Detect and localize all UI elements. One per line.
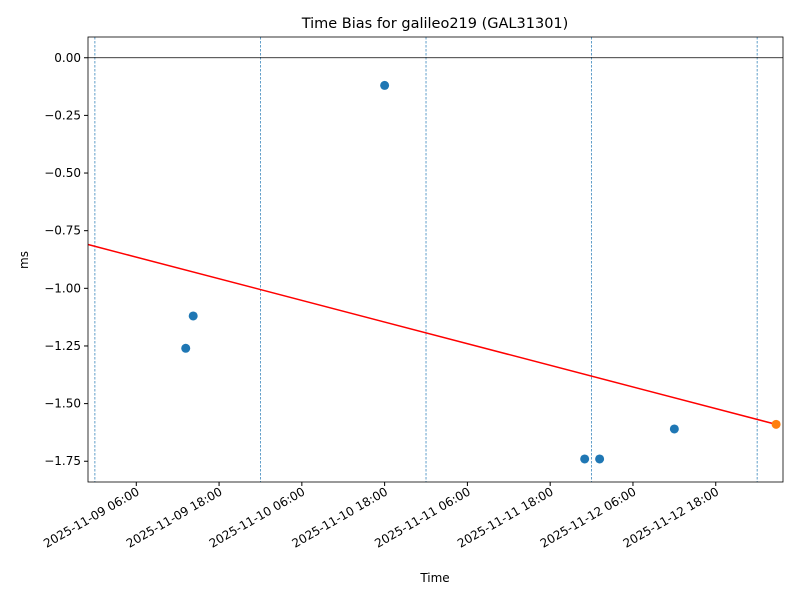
y-axis-label: ms [17, 251, 31, 269]
x-axis-label: Time [419, 571, 449, 585]
point [771, 419, 781, 429]
y-tick-label: −0.75 [44, 224, 81, 238]
y-tick-label: −1.50 [44, 397, 81, 411]
y-tick-label: −1.25 [44, 339, 81, 353]
point [580, 454, 590, 464]
plot-frame [87, 36, 784, 483]
point [669, 424, 679, 434]
y-tick-label: −1.00 [44, 281, 81, 295]
point [188, 311, 198, 321]
point [380, 80, 390, 90]
point [595, 454, 605, 464]
y-tick-label: −1.75 [44, 454, 81, 468]
y-tick-label: −0.50 [44, 166, 81, 180]
y-tick-label: 0.00 [54, 51, 81, 65]
point [181, 343, 191, 353]
y-tick-label: −0.25 [44, 108, 81, 122]
trend-line [87, 243, 777, 426]
chart-title: Time Bias for galileo219 (GAL31301) [301, 16, 569, 32]
